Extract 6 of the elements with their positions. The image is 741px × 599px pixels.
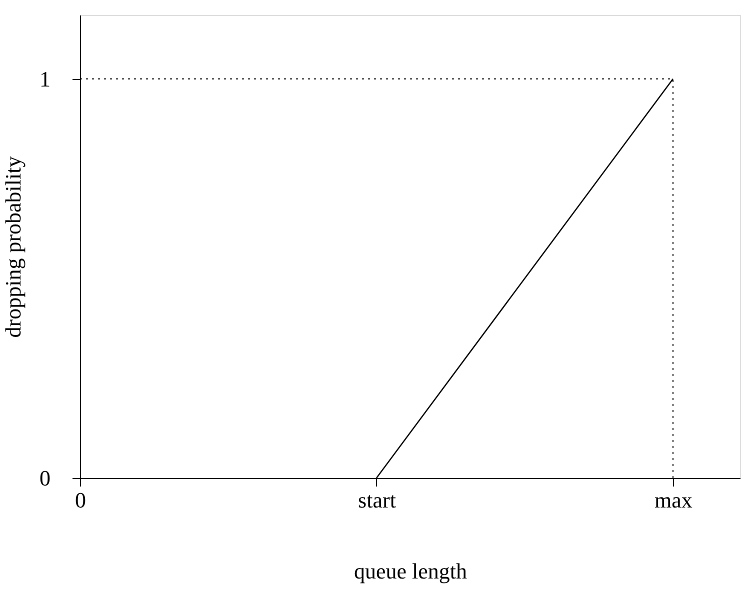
y-tick-label: 1 xyxy=(40,66,50,92)
x-axis-title: queue length xyxy=(354,558,468,584)
x-tick-label: start xyxy=(358,488,396,512)
x-tick-label: 0 xyxy=(75,488,86,512)
x-tick-label: max xyxy=(654,488,692,512)
y-axis-title: dropping probability xyxy=(0,156,26,338)
